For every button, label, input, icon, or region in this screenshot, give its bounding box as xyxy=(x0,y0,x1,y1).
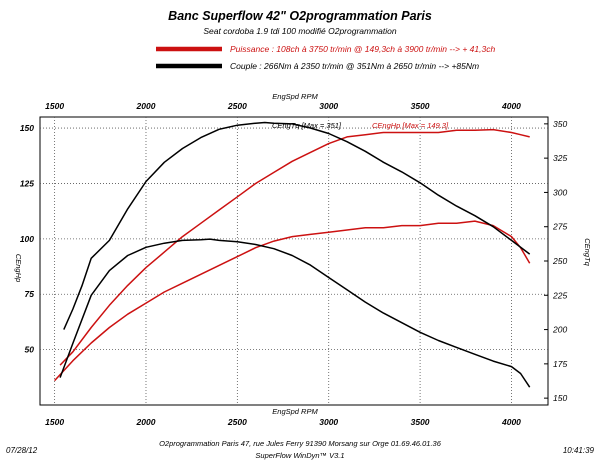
y-tick-label-left: 75 xyxy=(25,289,35,299)
y-tick-label-right: 325 xyxy=(553,153,567,163)
x-tick-label-bottom: 2500 xyxy=(227,417,247,427)
axis-ticks: 1500 1500 2000 2000 2500 2500 3000 3000 3500 3500… xyxy=(20,101,568,427)
footer-software: SuperFlow WinDyn™ V3.1 xyxy=(255,451,344,460)
x-tick-label-bottom: 3000 xyxy=(319,417,338,427)
footer-time: 10:41:39 xyxy=(563,446,595,455)
chart-title: Banc Superflow 42" O2programmation Paris xyxy=(168,9,432,23)
y-tick-label-right: 350 xyxy=(553,119,567,129)
max-torque-annotation: CEngTq [Max = 351] xyxy=(272,121,342,130)
x-tick-label-top: 1500 xyxy=(45,101,64,111)
x-tick-label-bottom: 2000 xyxy=(136,417,156,427)
x-tick-label-bottom: 1500 xyxy=(45,417,64,427)
series-line-0 xyxy=(59,128,530,366)
x-tick-label-bottom: 4000 xyxy=(501,417,521,427)
footer-date: 07/28/12 xyxy=(6,446,38,455)
y-tick-label-right: 275 xyxy=(552,222,567,232)
y-tick-label-left: 100 xyxy=(20,234,34,244)
y-tick-label-right: 200 xyxy=(552,325,567,335)
y-tick-label-left: 150 xyxy=(20,123,34,133)
y-tick-label-left: 125 xyxy=(20,178,34,188)
legend-label-power: Puissance : 108ch à 3750 tr/min @ 149,3c… xyxy=(230,44,495,54)
series-lines xyxy=(54,121,531,388)
y-axis-label-left: CEngHp xyxy=(14,254,23,282)
series-line-3 xyxy=(59,238,531,388)
x-tick-label-bottom: 3500 xyxy=(411,417,430,427)
plot-area xyxy=(39,116,549,406)
y-axis-label-right: CEngTq xyxy=(583,238,592,266)
x-axis-label-bottom: EngSpd RPM xyxy=(272,407,318,416)
y-tick-label-right: 150 xyxy=(553,393,567,403)
x-tick-label-top: 2000 xyxy=(136,101,156,111)
max-power-annotation: CEngHp [Max = 149.3] xyxy=(372,121,449,130)
footer-address: O2programmation Paris 47, rue Jules Ferr… xyxy=(159,439,442,448)
series-line-2 xyxy=(63,121,531,330)
y-tick-label-right: 225 xyxy=(552,290,567,300)
y-tick-label-right: 250 xyxy=(552,256,567,266)
x-tick-label-top: 4000 xyxy=(501,101,521,111)
x-tick-label-top: 2500 xyxy=(227,101,247,111)
series-line-1 xyxy=(54,220,531,382)
x-tick-label-top: 3000 xyxy=(319,101,338,111)
y-tick-label-right: 175 xyxy=(553,359,567,369)
x-tick-label-top: 3500 xyxy=(411,101,430,111)
legend-label-torque: Couple : 266Nm à 2350 tr/min @ 351Nm à 2… xyxy=(230,61,479,71)
y-tick-label-right: 300 xyxy=(553,187,567,197)
y-tick-label-left: 50 xyxy=(25,345,35,355)
chart-subtitle: Seat cordoba 1.9 tdi 100 modifié O2progr… xyxy=(203,26,397,36)
x-axis-label-top: EngSpd RPM xyxy=(272,92,318,101)
